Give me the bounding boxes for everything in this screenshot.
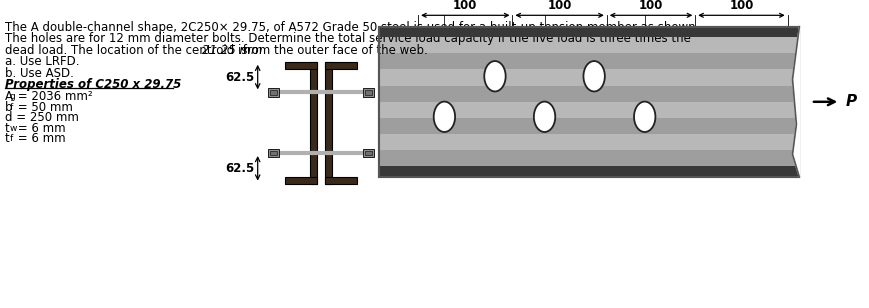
Bar bbox=[269, 90, 276, 95]
Text: = 50 mm: = 50 mm bbox=[14, 101, 72, 114]
Ellipse shape bbox=[534, 102, 554, 132]
Text: The holes are for 12 mm diameter bolts. Determine the total service load capacit: The holes are for 12 mm diameter bolts. … bbox=[5, 32, 690, 45]
Bar bbox=[379, 27, 799, 177]
Bar bbox=[324, 62, 356, 68]
Bar bbox=[379, 86, 799, 102]
Text: from the outer face of the web.: from the outer face of the web. bbox=[239, 44, 428, 57]
Text: = 2036 mm²: = 2036 mm² bbox=[14, 90, 92, 103]
Text: 100: 100 bbox=[728, 0, 753, 12]
Text: b. Use ASD.: b. Use ASD. bbox=[5, 67, 74, 80]
Text: P: P bbox=[845, 94, 856, 109]
Text: 100: 100 bbox=[453, 0, 477, 12]
Bar bbox=[268, 88, 278, 97]
Bar bbox=[284, 177, 316, 184]
Bar bbox=[379, 102, 799, 118]
Bar bbox=[379, 27, 799, 177]
Text: = 6 mm: = 6 mm bbox=[14, 122, 65, 135]
Text: 100: 100 bbox=[547, 0, 571, 12]
Text: a. Use LRFD.: a. Use LRFD. bbox=[5, 55, 79, 68]
Bar bbox=[362, 149, 374, 157]
Text: g: g bbox=[10, 92, 16, 101]
Bar bbox=[379, 150, 799, 166]
Bar bbox=[365, 90, 372, 95]
Text: b: b bbox=[5, 101, 12, 114]
Bar bbox=[268, 149, 278, 157]
Bar bbox=[269, 151, 276, 156]
Bar bbox=[379, 118, 799, 134]
Bar bbox=[379, 134, 799, 150]
Bar bbox=[310, 62, 316, 184]
Bar bbox=[362, 88, 374, 97]
Polygon shape bbox=[792, 27, 799, 177]
Bar bbox=[365, 151, 372, 156]
Bar bbox=[324, 177, 356, 184]
Text: 62.5: 62.5 bbox=[225, 71, 255, 83]
Bar bbox=[379, 166, 799, 177]
Text: 100: 100 bbox=[638, 0, 662, 12]
Bar bbox=[379, 70, 799, 86]
Bar bbox=[324, 62, 331, 184]
Text: = 6 mm: = 6 mm bbox=[14, 132, 65, 145]
Ellipse shape bbox=[434, 102, 454, 132]
Text: t: t bbox=[5, 122, 10, 135]
Text: d = 250 mm: d = 250 mm bbox=[5, 111, 79, 124]
Text: f: f bbox=[10, 134, 13, 143]
Bar bbox=[379, 27, 799, 37]
Text: Properties of C250 x 29.75: Properties of C250 x 29.75 bbox=[5, 78, 181, 91]
Text: 62.5: 62.5 bbox=[225, 162, 255, 175]
Bar bbox=[379, 37, 799, 53]
Text: f: f bbox=[10, 103, 13, 112]
Text: dead load. The location of the centroid is: dead load. The location of the centroid … bbox=[5, 44, 251, 57]
Ellipse shape bbox=[484, 61, 505, 91]
Ellipse shape bbox=[583, 61, 604, 91]
Bar bbox=[284, 62, 316, 68]
Text: t: t bbox=[5, 132, 10, 145]
Text: A: A bbox=[5, 90, 13, 103]
Text: 21.25 mm: 21.25 mm bbox=[202, 44, 262, 57]
Text: w: w bbox=[10, 124, 17, 133]
Bar bbox=[379, 53, 799, 70]
Text: The A double-channel shape, 2C250× 29.75, of A572 Grade 50 steel is used for a b: The A double-channel shape, 2C250× 29.75… bbox=[5, 21, 699, 34]
Ellipse shape bbox=[634, 102, 654, 132]
